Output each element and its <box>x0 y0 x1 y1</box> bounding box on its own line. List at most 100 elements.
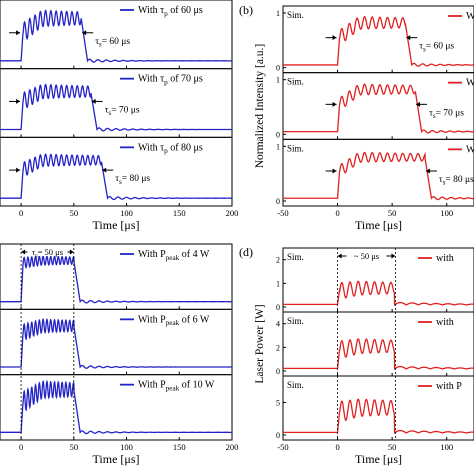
sim-label: Sim. <box>287 10 304 20</box>
arrow-right-head <box>416 101 421 107</box>
sim-label: Sim. <box>287 380 304 390</box>
legend-label: W <box>466 78 474 89</box>
legend-label: with <box>436 317 454 328</box>
x-tick-label: 50 <box>388 208 397 218</box>
chart-row: 0 5 with P Sim. <box>276 375 474 441</box>
series-line <box>283 280 474 306</box>
series-line <box>0 83 232 132</box>
legend-label: with P <box>436 381 462 392</box>
legend-label: With τp of 80 μs <box>138 142 203 155</box>
chart-row: 0 2 4 with Sim. <box>276 311 474 377</box>
arrow-left-head <box>332 35 337 41</box>
x-tick-label: 50 <box>70 442 79 452</box>
span-label-bg <box>346 249 387 260</box>
row-frame <box>282 5 474 74</box>
row-frame <box>0 374 233 441</box>
x-tick-label: 200 <box>226 442 239 452</box>
row-frame <box>282 138 474 207</box>
y-axis-label: Laser Power [W] <box>254 304 266 383</box>
row-frame <box>282 72 474 140</box>
span-arrow-head <box>337 253 342 259</box>
tau-annotation: τs= 80 μs <box>439 175 474 187</box>
series-line <box>283 83 474 134</box>
x-tick-label: 50 <box>388 442 397 452</box>
x-tick-label: 100 <box>120 208 133 218</box>
arrow-right-head <box>425 168 430 174</box>
x-axis-label: Time [μs] <box>355 218 402 232</box>
series-line <box>283 15 474 67</box>
sim-label: Sim. <box>287 143 304 153</box>
x-tick-label: 100 <box>120 442 133 452</box>
span-label: τs= 50 μs <box>32 247 63 259</box>
panel-label: (d) <box>239 245 253 259</box>
chart-row: With τp of 60 μs τs= 60 μs <box>0 0 233 70</box>
tau-annotation: τs= 70 μs <box>429 108 464 120</box>
y-tick-label: 0 <box>276 303 280 312</box>
x-tick-label: 100 <box>440 208 453 218</box>
y-tick-label: 0 <box>276 367 280 376</box>
legend-label: Wi <box>466 11 474 22</box>
chart-row: With Ppeak of 10 W <box>0 374 233 441</box>
arrow-right-head <box>102 167 107 173</box>
arrow-left-head <box>16 98 21 104</box>
series-line <box>0 153 232 201</box>
arrow-right-head <box>82 30 87 36</box>
chart-row: With Ppeak of 6 W <box>0 308 233 376</box>
arrow-left-head <box>16 30 21 36</box>
x-axis-label: Time [μs] <box>93 218 140 232</box>
y-tick-label: 1 <box>276 142 280 151</box>
chart-row: With τp of 80 μs τs= 80 μs <box>0 136 233 207</box>
legend-label: With Ppeak of 4 W <box>138 249 210 262</box>
row-frame <box>282 375 474 441</box>
sim-label: Sim. <box>287 252 304 262</box>
legend-label: with <box>436 253 454 264</box>
chart-row: 0 1 W Sim. τs= 70 μs <box>276 72 474 140</box>
y-tick-label: 0 <box>276 130 280 139</box>
chart-row: 0 1 Wi Sim. τs= 80 μs <box>276 138 474 207</box>
series-line <box>0 379 232 435</box>
row-frame <box>0 136 233 207</box>
chart-row: 0 1 Wi Sim. τs= 60 μs <box>276 5 474 74</box>
tau-annotation: τs= 70 μs <box>105 105 140 117</box>
x-tick-label: 200 <box>226 208 239 218</box>
x-tick-label: 0 <box>335 442 339 452</box>
series-line <box>0 255 232 304</box>
arrow-left-head <box>16 167 21 173</box>
tau-annotation: τs= 60 μs <box>419 42 454 54</box>
y-tick-label: 0 <box>276 431 280 440</box>
y-tick-label: 1 <box>276 76 280 85</box>
x-tick-label: 0 <box>335 208 339 218</box>
y-axis-label: Normalized Intensity [a.u.] <box>254 44 266 169</box>
legend-label: Wi <box>466 144 474 155</box>
y-tick-label: 2 <box>276 256 280 265</box>
x-tick-label: 0 <box>19 208 23 218</box>
span-arrow-head <box>21 249 26 255</box>
tau-annotation: τs= 60 μs <box>95 37 130 49</box>
y-tick-label: 2 <box>276 343 280 352</box>
y-tick-label: 0 <box>276 197 280 206</box>
legend-label: With Ppeak of 10 W <box>138 380 215 393</box>
span-label: ~ 50 μs <box>354 251 379 261</box>
chart-panel-a: With τp of 60 μs τs= 60 μs With τp of 70 μ… <box>0 0 238 232</box>
y-tick-label: 1 <box>276 9 280 18</box>
arrow-right-head <box>406 35 411 41</box>
chart-panel-b: 0 1 Wi Sim. τs= 60 μs 0 1 W Sim. τs= 70 μs 0 1 Wi Sim… <box>239 3 474 232</box>
span-label-bg <box>27 245 68 256</box>
chart-panel-d: 0 1 2 with Sim. 0 2 4 with Sim. 0 5 with P Sim. -50 0 50… <box>239 245 474 466</box>
sim-label: Sim. <box>287 77 304 87</box>
series-line <box>0 9 232 63</box>
series-line <box>283 398 474 434</box>
chart-row: With τp of 70 μs τs= 70 μs <box>0 68 233 138</box>
tau-annotation: τs= 80 μs <box>115 174 150 186</box>
x-tick-label: 50 <box>70 208 79 218</box>
x-tick-label: 150 <box>173 442 186 452</box>
x-tick-label: -50 <box>277 208 288 218</box>
x-tick-label: 0 <box>19 442 23 452</box>
x-tick-label: 100 <box>440 442 453 452</box>
span-arrow-head <box>391 253 396 259</box>
panel-label: (b) <box>239 3 253 17</box>
arrow-left-head <box>332 101 337 107</box>
y-tick-label: 0 <box>276 64 280 73</box>
sim-label: Sim. <box>287 316 304 326</box>
series-line <box>283 151 474 201</box>
